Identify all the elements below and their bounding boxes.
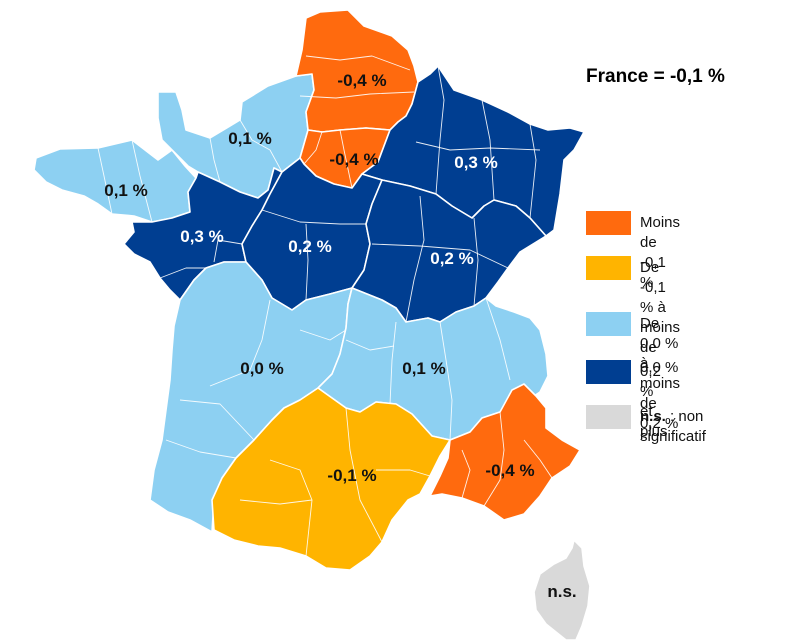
region-label-bretagne: 0,1 % <box>104 181 147 200</box>
region-label-bourgogne-franche-comte: 0,2 % <box>430 249 473 268</box>
region-label-provence-alpes-cote-dazur: -0,4 % <box>485 461 534 480</box>
legend-item-0-2-and-more: 0,2 % et plus <box>586 360 668 442</box>
legend-item-0-to-0-2: De 0,0 % à moins de 0,2 % <box>586 312 680 434</box>
legend-label: Moins de -0,1 % <box>640 214 681 291</box>
region-label-pays-de-la-loire: 0,3 % <box>180 227 223 246</box>
legend-swatch <box>586 256 631 280</box>
region-label-centre-val-de-loire: 0,2 % <box>288 237 331 256</box>
region-label-ile-de-france: -0,4 % <box>329 150 378 169</box>
legend-swatch <box>586 211 631 235</box>
department-boundaries <box>97 55 553 557</box>
legend-item-not-significant: n.s. : non significatif <box>586 405 706 447</box>
region-provence-alpes-cote-dazur[interactable] <box>429 383 581 521</box>
region-occitanie[interactable] <box>211 387 451 571</box>
legend-label: De 0,0 % à moins de 0,2 % <box>640 315 681 432</box>
legend-label: De -0,1 % à moins de 0,0 % <box>640 259 681 376</box>
region-label-occitanie: -0,1 % <box>327 466 376 485</box>
legend-ns-bold: n.s. <box>640 408 666 425</box>
region-labels: -0,4 % -0,4 % 0,1 % 0,1 % 0,3 % 0,3 % 0,… <box>104 71 576 601</box>
legend-ns-text: : non significatif <box>640 408 706 445</box>
legend-label: n.s. : non significatif <box>640 407 706 447</box>
region-label-normandie: 0,1 % <box>228 129 271 148</box>
legend-swatch <box>586 360 631 384</box>
region-label-grand-est: 0,3 % <box>454 153 497 172</box>
legend-swatch <box>586 405 631 429</box>
region-corse[interactable] <box>533 539 591 641</box>
region-label-nouvelle-aquitaine: 0,0 % <box>240 359 283 378</box>
legend-label: 0,2 % et plus <box>640 363 668 440</box>
map-title: France = -0,1 % <box>586 66 725 87</box>
region-label-hauts-de-france: -0,4 % <box>337 71 386 90</box>
region-label-corse: n.s. <box>547 582 576 601</box>
legend-swatch <box>586 312 631 336</box>
region-label-auvergne-rhone-alpes: 0,1 % <box>402 359 445 378</box>
legend-item-below-minus-0-1: Moins de -0,1 % <box>586 211 680 293</box>
legend-item-minus-0-1-to-0: De -0,1 % à moins de 0,0 % <box>586 256 680 378</box>
